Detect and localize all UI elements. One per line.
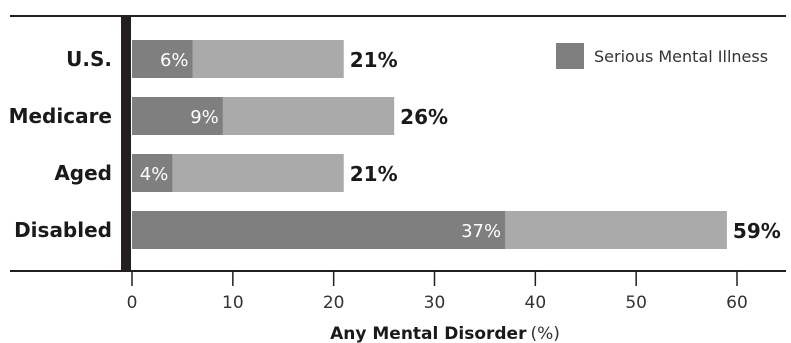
- category-label-medicare: Medicare: [9, 104, 112, 128]
- data-label-serious-disabled: 37%: [461, 221, 501, 242]
- x-axis-title: Any Mental Disorder (%): [330, 324, 560, 343]
- bars-group: U.S. 6% 21% Medicare 9% 26% Aged 4% 21% Disabled 3…: [9, 40, 781, 249]
- category-label-disabled: Disabled: [14, 218, 112, 242]
- data-label-total-disabled: 59%: [733, 219, 781, 243]
- legend-swatch-serious: [556, 43, 584, 69]
- x-tick-label-20: 20: [323, 293, 345, 313]
- legend-label-serious: Serious Mental Illness: [594, 47, 768, 66]
- x-axis-title-unit: (%): [530, 324, 559, 343]
- data-label-total-aged: 21%: [350, 162, 398, 186]
- bar-serious-medicare: [132, 97, 223, 135]
- legend: Serious Mental Illness: [556, 43, 768, 69]
- x-tick-label-40: 40: [525, 293, 547, 313]
- x-tick-label-30: 30: [424, 293, 446, 313]
- bar-serious-disabled: [132, 211, 506, 249]
- category-label-u-s: U.S.: [66, 47, 112, 71]
- x-tick-label-50: 50: [625, 293, 647, 313]
- bar-serious-u-s: [132, 40, 193, 78]
- data-label-total-medicare: 26%: [400, 105, 448, 129]
- category-label-aged: Aged: [54, 161, 112, 185]
- data-label-total-u-s: 21%: [350, 48, 398, 72]
- data-label-serious-medicare: 9%: [190, 107, 219, 128]
- y-axis-bar: [121, 16, 131, 271]
- x-axis: 0 10 20 30 40 50 60: [127, 271, 748, 313]
- x-axis-title-main: Any Mental Disorder: [330, 324, 527, 343]
- x-tick-label-10: 10: [222, 293, 244, 313]
- bar-serious-aged: [132, 154, 173, 192]
- x-tick-label-0: 0: [127, 293, 138, 313]
- data-label-serious-u-s: 6%: [160, 50, 189, 71]
- data-label-serious-aged: 4%: [140, 164, 169, 185]
- x-tick-label-60: 60: [726, 293, 748, 313]
